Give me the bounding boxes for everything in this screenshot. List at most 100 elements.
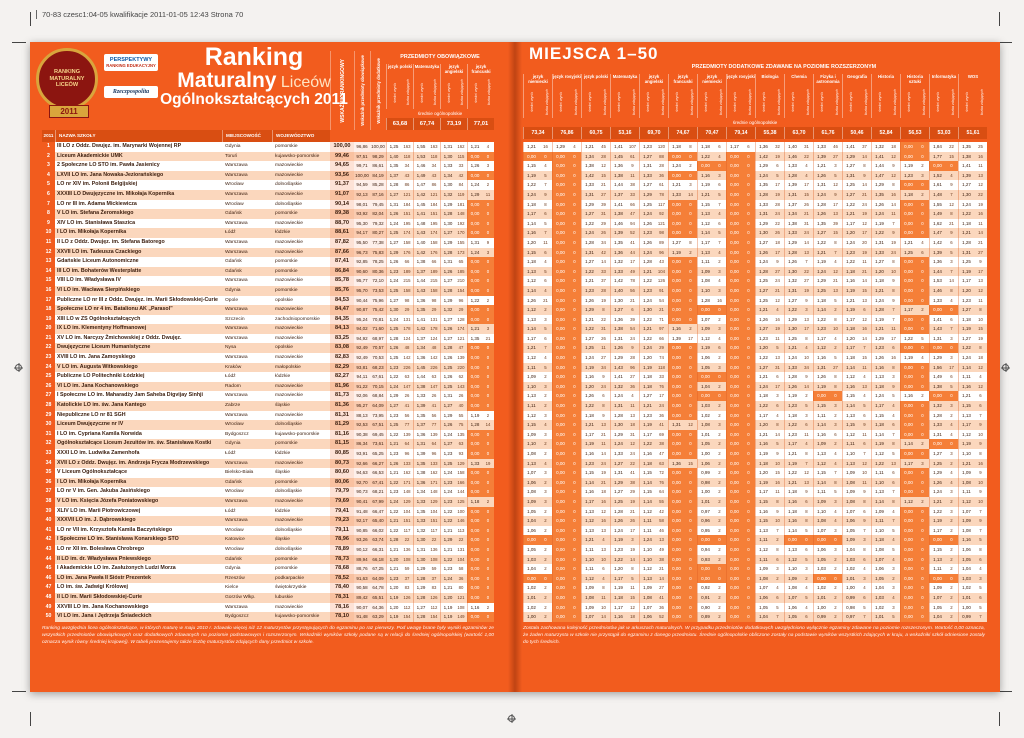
- additional-indicator-cell: 66,31: [370, 544, 386, 555]
- count-cell: 2: [950, 614, 953, 620]
- count-cell: 2: [718, 585, 721, 591]
- score-cell: 1,32: [871, 142, 887, 152]
- count-cell: 0: [916, 612, 929, 622]
- count-cell: 3: [776, 393, 779, 399]
- city-cell: Nysa: [225, 345, 237, 351]
- score-cell: 1,13: [581, 525, 597, 536]
- region-cell: kujawsko-pomorskie: [275, 153, 320, 159]
- score-cell: 1,28: [610, 410, 626, 421]
- pair-label: liczba zdających: [602, 88, 607, 116]
- score-cell: 0,00: [900, 525, 916, 536]
- school-name-cell: VIII LO im. Władysława IV: [57, 277, 121, 284]
- score-cell: 0,00: [552, 496, 568, 507]
- count-cell: 7: [979, 508, 982, 514]
- score-cell: 1,35: [467, 333, 482, 344]
- score-cell: 0,00: [467, 391, 482, 402]
- score-cell: 1,12: [523, 305, 539, 315]
- table-row: 1,14 4 0,00 0 1,23 28 1,40 56 1,23 91 0,00 0 1,10 3 0,…: [523, 285, 987, 296]
- score-cell: 1,14: [900, 439, 916, 449]
- obligatory-indicator-cell: 89,94: [354, 554, 370, 565]
- region-cell: mazowieckie: [275, 172, 303, 178]
- count-cell: 48: [431, 345, 437, 351]
- rank-cell: 19: [42, 314, 55, 325]
- pair-label: średni wynik: [646, 92, 650, 112]
- table-row: 1,09 2 0,00 0 1,16 9 1,41 27 1,18 33 0,00 0 0,00 0 0,0…: [523, 372, 987, 382]
- header-spacer: [552, 61, 581, 74]
- score-cell: 1,11: [755, 535, 771, 545]
- score-cell: 1,24: [639, 209, 655, 219]
- count-cell: 75: [458, 422, 464, 428]
- rank-cell: 2: [42, 151, 55, 162]
- count-cell: 2: [950, 412, 953, 418]
- count-cell: 9: [979, 259, 982, 265]
- score-cell: 1,33: [871, 247, 887, 258]
- count-cell: 3: [863, 575, 866, 581]
- count-cell: 0: [742, 554, 755, 565]
- count-cell: 9: [979, 470, 982, 476]
- score-cell: 1,11: [813, 487, 829, 497]
- score-cell: 1,22: [639, 276, 655, 286]
- score-cell: 0,00: [552, 295, 568, 306]
- count-cell: 6: [544, 211, 547, 217]
- count-cell: 129: [430, 498, 438, 504]
- pair-label: średni wynik: [878, 92, 882, 112]
- score-cell: 1,30: [440, 180, 455, 190]
- count-cell: 6: [950, 239, 953, 245]
- score-cell: 0,00: [726, 496, 742, 507]
- score-cell: 1,19: [610, 583, 626, 593]
- count-cell: 3: [486, 163, 490, 169]
- score-cell: 1,02: [523, 583, 539, 593]
- count-cell: 28: [659, 163, 664, 169]
- score-cell: 1,07: [755, 583, 771, 593]
- count-cell: 0: [684, 295, 697, 306]
- score-cell: 1,18: [784, 410, 800, 421]
- count-cell: 6: [892, 479, 895, 485]
- count-cell: 0: [916, 592, 929, 603]
- score-cell: 1,22: [386, 525, 401, 536]
- count-cell: 10: [775, 518, 780, 524]
- count-cell: 0: [482, 525, 494, 536]
- score-cell: 1,27: [958, 180, 974, 190]
- score-cell: 0,00: [467, 477, 482, 488]
- score-cell: 1,24: [639, 343, 655, 354]
- count-cell: 64: [404, 441, 410, 447]
- ranking-indicator-cell: 83,25: [330, 333, 354, 344]
- score-cell: 1,21: [440, 583, 455, 593]
- subject-header-row: język polski średni wynik liczba zdających…: [386, 64, 494, 109]
- score-cell: 1,17: [958, 276, 974, 286]
- count-cell: 8: [805, 518, 808, 524]
- count-cell: 131: [403, 316, 411, 322]
- score-cell: 0,00: [668, 516, 684, 526]
- count-cell: 0: [568, 429, 581, 440]
- city-cell: Rzeszów: [225, 575, 245, 581]
- score-cell: 1,02: [697, 410, 713, 421]
- count-cell: 0: [568, 535, 581, 545]
- score-cell: 1,30: [413, 554, 428, 565]
- obligatory-indicator-cell: 97,51: [354, 151, 370, 162]
- count-cell: 112: [403, 604, 411, 610]
- ranking-table-left: 1 III LO z Oddz. Dwujęz. im. Marynarki Wo…: [42, 142, 494, 622]
- score-cell: 1,24: [581, 353, 597, 363]
- score-cell: 0,99: [813, 612, 829, 622]
- additional-indicator-cell: 68,84: [370, 391, 386, 402]
- ranking-indicator-cell: 78,52: [330, 573, 354, 584]
- score-cell: 1,05: [697, 439, 713, 449]
- score-cell: 0,00: [697, 161, 713, 171]
- score-cell: 1,36: [413, 353, 428, 363]
- count-cell: 0: [482, 209, 494, 219]
- city-cell: Gdańsk: [225, 268, 242, 274]
- score-cell: 1,28: [639, 257, 655, 267]
- count-cell: 2: [950, 556, 953, 562]
- score-cell: 0,00: [552, 439, 568, 449]
- school-name-cell: VI LO im. Jana i Jędrzeja Śniadeckich: [57, 613, 152, 620]
- count-cell: 3: [834, 527, 837, 533]
- rank-cell: 7: [42, 199, 55, 210]
- count-cell: 9: [863, 518, 866, 524]
- table-row: 1,24 9 0,00 0 1,31 27 1,37 33 1,29 78 1,33 14 1,21 5 0…: [523, 189, 987, 200]
- score-cell: 1,16: [842, 381, 858, 392]
- score-cell: 0,00: [726, 295, 742, 306]
- count-cell: 7: [979, 527, 982, 533]
- score-cell: 1,07: [871, 554, 887, 565]
- table-row: 1,14 5 0,00 0 1,22 31 1,38 54 1,21 97 1,16 2 1,09 3 0,…: [523, 324, 987, 334]
- count-cell: 77: [431, 422, 437, 428]
